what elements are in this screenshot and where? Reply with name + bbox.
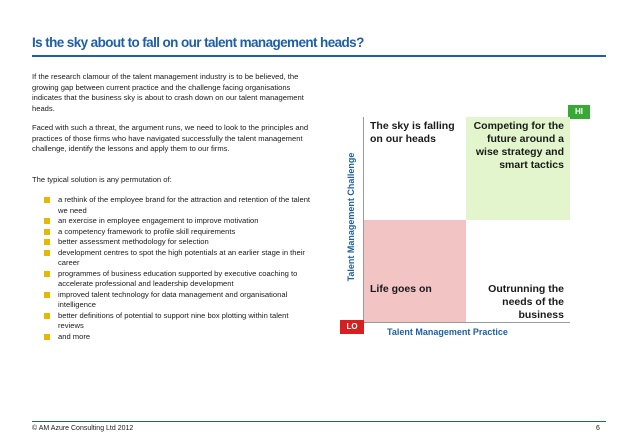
list-item: a rethink of the employee brand for the … <box>44 195 314 216</box>
quadrant-bottom-right: Outrunning the needs of the business <box>466 220 570 323</box>
quadrant-top-left: The sky is falling on our heads <box>364 117 466 220</box>
bullet-square-icon <box>44 228 50 235</box>
footer-copyright: © AM Azure Consulting Ltd 2012 <box>32 425 134 432</box>
solution-list: a rethink of the employee brand for the … <box>44 195 314 342</box>
lo-badge: LO <box>340 320 364 334</box>
bullet-square-icon <box>44 312 50 319</box>
quadrant-top-right: Competing for the future around a wise s… <box>466 117 570 220</box>
list-item: development centres to spot the high pot… <box>44 248 314 269</box>
argument-paragraph: Faced with such a threat, the argument r… <box>32 123 309 153</box>
list-item: a competency framework to profile skill … <box>44 227 314 238</box>
title-divider <box>32 55 606 57</box>
bullet-square-icon <box>44 218 50 224</box>
page-number: 6 <box>596 425 600 432</box>
hi-badge: HI <box>568 105 590 119</box>
list-item: an exercise in employee engagement to im… <box>44 216 314 227</box>
list-item: better assessment methodology for select… <box>44 237 314 248</box>
list-item: better definitions of potential to suppo… <box>44 311 314 332</box>
matrix-x-axis-label: Talent Management Practice <box>387 327 508 337</box>
intro-paragraph: If the research clamour of the talent ma… <box>32 72 304 113</box>
quadrant-bottom-left: Life goes on <box>364 220 466 323</box>
bullet-square-icon <box>44 333 50 340</box>
solution-intro: The typical solution is any permutation … <box>32 175 172 184</box>
list-item: and more <box>44 332 314 343</box>
matrix-horizontal-axis <box>363 322 570 323</box>
bullet-square-icon <box>44 291 50 298</box>
list-item: programmes of business education support… <box>44 269 314 290</box>
footer-divider <box>32 421 606 422</box>
matrix-vertical-axis <box>363 117 364 323</box>
bullet-square-icon <box>44 270 50 277</box>
list-item: improved talent technology for data mana… <box>44 290 314 311</box>
bullet-square-icon <box>44 249 50 256</box>
slide-title: Is the sky about to fall on our talent m… <box>32 35 364 50</box>
matrix-y-axis-label: Talent Management Challenge <box>346 152 356 282</box>
bullet-square-icon <box>44 197 50 203</box>
bullet-square-icon <box>44 239 50 245</box>
